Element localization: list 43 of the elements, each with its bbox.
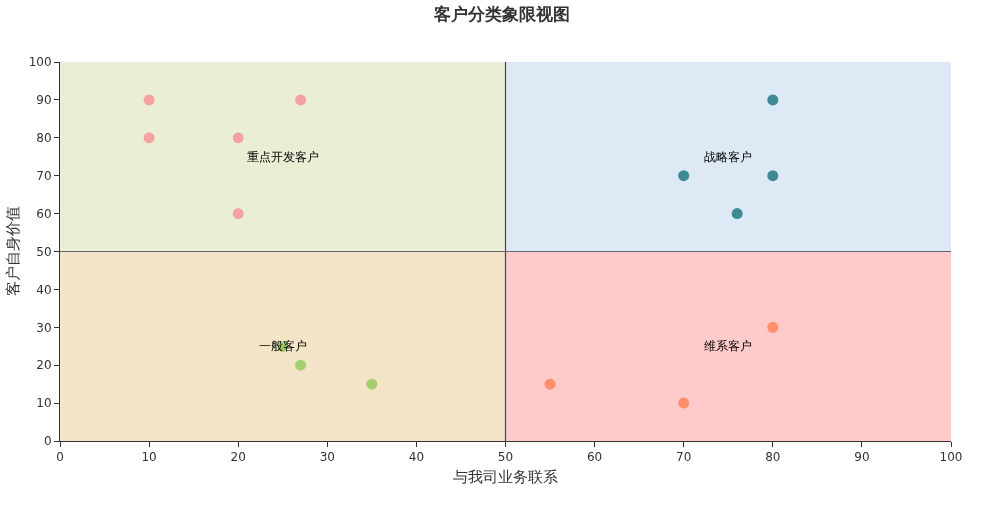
point xyxy=(143,132,155,144)
point xyxy=(767,321,779,333)
x-tick-label: 90 xyxy=(854,450,870,465)
annotation: 维系客户 xyxy=(704,339,752,353)
y-tick-label: 70 xyxy=(36,168,52,183)
y-tick-label: 90 xyxy=(36,93,52,108)
point xyxy=(544,378,556,390)
point xyxy=(366,378,378,390)
y-tick-label: 80 xyxy=(36,131,52,145)
x-tick-label: 30 xyxy=(319,450,335,465)
x-tick-label: 20 xyxy=(230,450,246,465)
point xyxy=(143,94,155,106)
point xyxy=(678,170,690,182)
y-tick-label: 30 xyxy=(36,320,52,335)
y-tick-label: 20 xyxy=(36,358,52,373)
y-tick-label: 50 xyxy=(36,244,52,259)
chart-title: 客户分类象限视图 xyxy=(433,3,570,24)
x-tick-label: 10 xyxy=(141,450,157,465)
x-tick-label: 0 xyxy=(56,450,64,465)
x-tick-label: 80 xyxy=(765,450,781,465)
x-tick-label: 50 xyxy=(497,450,514,465)
point xyxy=(295,94,307,106)
y-axis-title: 客户自身价值 xyxy=(3,206,22,297)
y-tick-label: 40 xyxy=(36,282,52,297)
annotation: 一般客户 xyxy=(259,339,307,353)
annotation: 重点开发客户 xyxy=(247,150,319,164)
x-tick-label: 70 xyxy=(676,450,692,465)
y-tick-label: 10 xyxy=(36,396,52,411)
y-tick-label: 60 xyxy=(36,206,52,221)
y-tick-label: 100 xyxy=(28,55,52,70)
point xyxy=(767,170,779,182)
x-tick-label: 40 xyxy=(408,450,425,465)
point xyxy=(232,132,244,144)
point xyxy=(767,94,779,106)
point xyxy=(678,397,690,409)
x-tick-label: 60 xyxy=(586,450,603,465)
point xyxy=(295,359,307,371)
point xyxy=(232,208,244,220)
point xyxy=(731,208,743,220)
annotation: 战略客户 xyxy=(704,150,752,164)
x-axis-title: 与我司业务联系 xyxy=(453,468,558,487)
x-tick-label: 100 xyxy=(939,450,963,465)
y-tick-label: 0 xyxy=(43,434,52,449)
